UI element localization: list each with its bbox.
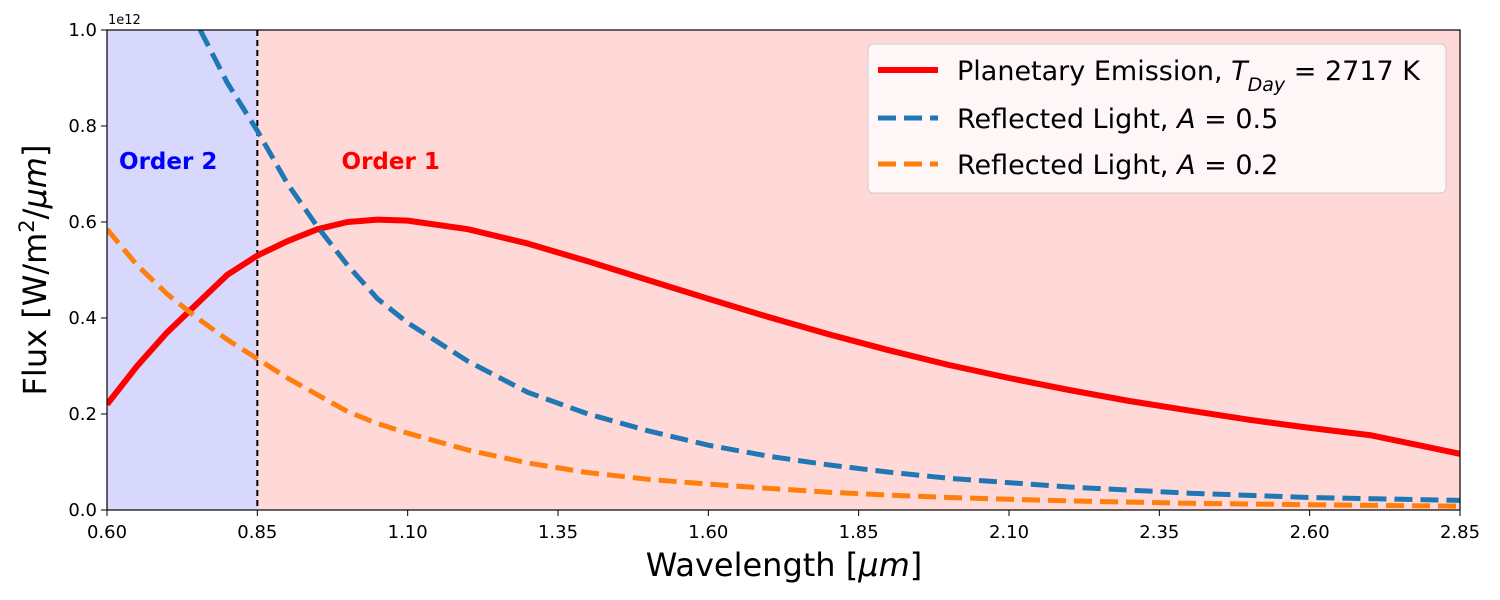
order-labels: Order 2 Order 1 [119,149,440,175]
x-axis-ticks: 0.60 0.85 1.10 1.35 1.60 1.85 2.10 2.35 2.60 2.85 [87,510,1480,543]
x-axis-label: Wavelength [μm] [646,546,923,584]
y-tick-label: 0.8 [68,116,97,137]
order-1-label: Order 1 [342,149,440,175]
x-tick-label: 2.60 [1290,522,1330,543]
y-tick-label: 1.0 [68,20,97,41]
y-tick-label: 0.4 [68,308,97,329]
x-tick-label: 1.35 [538,522,578,543]
x-tick-label: 2.35 [1139,522,1179,543]
x-tick-label: 1.10 [388,522,428,543]
series-line-2 [197,30,1460,503]
y-tick-label: 0.0 [68,500,97,521]
legend-box [867,43,1447,194]
y-axis-ticks: 0.0 0.2 0.4 0.6 0.8 1.0 [68,20,107,521]
series-line-1 [107,216,1460,457]
x-tick-label: 2.10 [989,522,1029,543]
x-tick-label: 1.60 [688,522,728,543]
series-line-3 [107,227,1460,509]
x-tick-label: 0.60 [87,522,127,543]
x-tick-label: 0.85 [237,522,277,543]
order-2-label: Order 2 [119,149,217,175]
legend-label-2: Reflected Light, A = 0.5 [957,104,1278,135]
x-tick-label: 1.85 [839,522,879,543]
legend-label-3: Reflected Light, A = 0.2 [957,150,1278,181]
y-axis-label: Flux [W/m2/μm] [15,145,54,396]
x-tick-label: 2.85 [1440,522,1480,543]
legend-label-1: Planetary Emission, TDay = 2717 K [957,56,1421,96]
legend: Planetary Emission, TDay = 2717 K Reflect… [867,43,1447,194]
y-axis-multiplier: 1e12 [108,13,141,28]
series-lines [107,30,1460,509]
y-tick-label: 0.2 [68,404,97,425]
plot-frame [106,29,1461,511]
y-tick-label: 0.6 [68,212,97,233]
